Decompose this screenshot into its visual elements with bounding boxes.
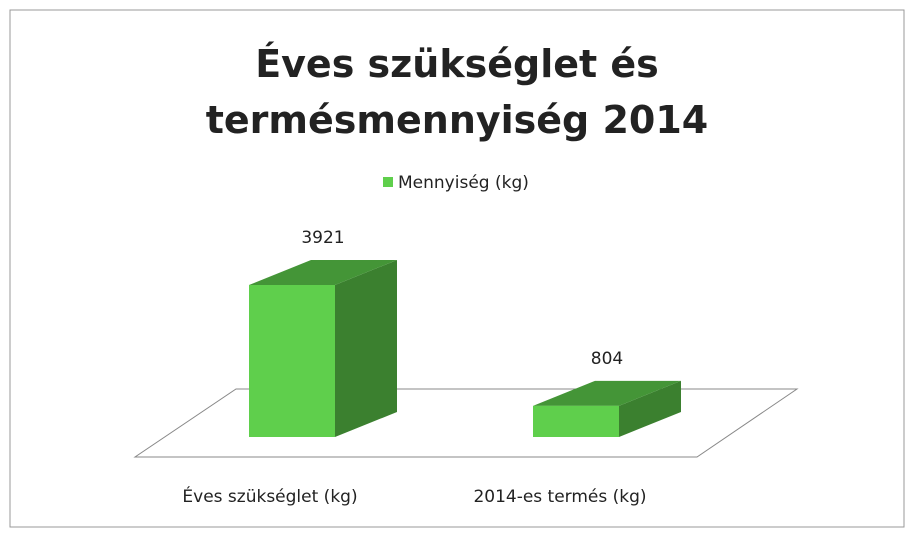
bar-front xyxy=(249,285,335,437)
bar-top xyxy=(249,260,397,285)
legend-label: Mennyiség (kg) xyxy=(398,173,529,193)
chart-border xyxy=(9,9,905,528)
x-tick-label: Éves szükséglet (kg) xyxy=(182,485,357,507)
bar-side xyxy=(335,260,397,437)
chart-title: Éves szükséglet és termésmennyiség 2014 xyxy=(205,42,709,142)
bar-front xyxy=(533,405,619,437)
bar-top xyxy=(533,380,681,406)
data-label: 804 xyxy=(591,349,623,369)
bar-side xyxy=(619,380,681,437)
x-tick-label: 2014-es termés (kg) xyxy=(473,487,646,507)
floor xyxy=(133,388,799,458)
data-label: 3921 xyxy=(301,228,344,248)
legend-swatch xyxy=(383,177,393,187)
